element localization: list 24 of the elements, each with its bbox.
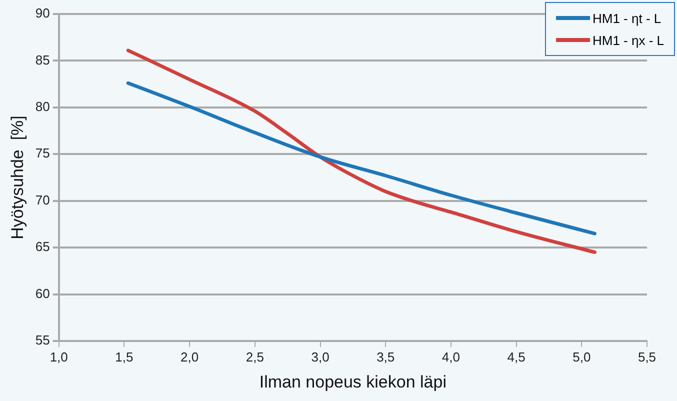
x-axis-title: Ilman nopeus kiekon läpi — [259, 372, 446, 392]
x-tick-label: 2,0 — [180, 349, 199, 364]
x-tick-label: 4,0 — [442, 349, 460, 364]
x-tick-label: 4,5 — [507, 349, 526, 364]
y-tick-label: 55 — [35, 332, 50, 348]
legend-label: HM1 - ηt - L — [592, 10, 662, 26]
y-tick-label: 90 — [35, 6, 50, 21]
y-tick-label: 85 — [35, 52, 50, 68]
y-tick-label: 60 — [35, 286, 50, 301]
x-tick-label: 1,0 — [50, 349, 68, 364]
y-axis-title: Hyötysuhde [%] — [8, 116, 27, 240]
x-tick-label: 3,0 — [311, 349, 330, 364]
line-series — [126, 48, 596, 254]
x-tick-label: 1,5 — [115, 349, 134, 364]
x-tick-label: 3,5 — [376, 349, 395, 364]
y-tick-label: 65 — [35, 239, 50, 254]
x-tick-label: 5,5 — [638, 349, 656, 364]
y-tick-label: 75 — [35, 146, 50, 161]
y-tick-label: 70 — [35, 192, 50, 208]
x-tick-label: 2,5 — [246, 349, 264, 364]
x-tick-label: 5,0 — [572, 349, 591, 364]
y-tick-label: 80 — [35, 99, 50, 114]
legend-label: HM1 - ηx - L — [592, 32, 664, 48]
line-series — [126, 81, 596, 236]
